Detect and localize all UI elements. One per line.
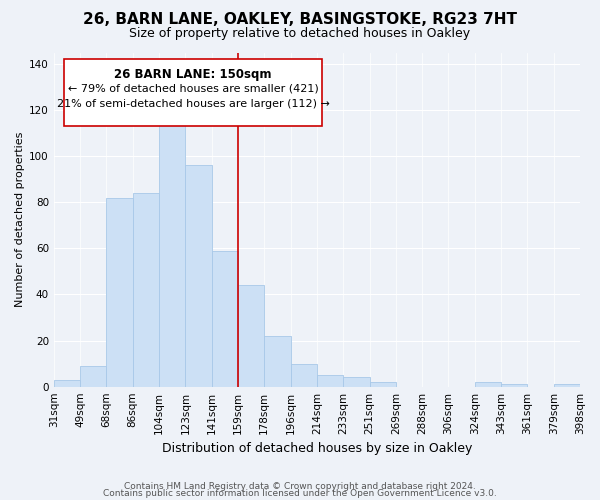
Bar	[80, 366, 106, 386]
X-axis label: Distribution of detached houses by size in Oakley: Distribution of detached houses by size …	[162, 442, 472, 455]
Bar	[501, 384, 527, 386]
Bar	[290, 364, 317, 386]
Bar	[238, 286, 264, 386]
Text: ← 79% of detached houses are smaller (421): ← 79% of detached houses are smaller (42…	[68, 83, 319, 93]
Bar	[370, 382, 396, 386]
Text: Size of property relative to detached houses in Oakley: Size of property relative to detached ho…	[130, 28, 470, 40]
Text: 26 BARN LANE: 150sqm: 26 BARN LANE: 150sqm	[115, 68, 272, 80]
Text: 26, BARN LANE, OAKLEY, BASINGSTOKE, RG23 7HT: 26, BARN LANE, OAKLEY, BASINGSTOKE, RG23…	[83, 12, 517, 28]
Bar	[554, 384, 580, 386]
FancyBboxPatch shape	[64, 59, 322, 126]
Bar	[264, 336, 290, 386]
Bar	[475, 382, 501, 386]
Bar	[185, 166, 212, 386]
Bar	[106, 198, 133, 386]
Text: Contains HM Land Registry data © Crown copyright and database right 2024.: Contains HM Land Registry data © Crown c…	[124, 482, 476, 491]
Bar	[159, 122, 185, 386]
Text: Contains public sector information licensed under the Open Government Licence v3: Contains public sector information licen…	[103, 489, 497, 498]
Bar	[317, 375, 343, 386]
Bar	[54, 380, 80, 386]
Text: 21% of semi-detached houses are larger (112) →: 21% of semi-detached houses are larger (…	[57, 98, 329, 108]
Bar	[133, 193, 159, 386]
Bar	[212, 250, 238, 386]
Y-axis label: Number of detached properties: Number of detached properties	[15, 132, 25, 308]
Bar	[343, 378, 370, 386]
